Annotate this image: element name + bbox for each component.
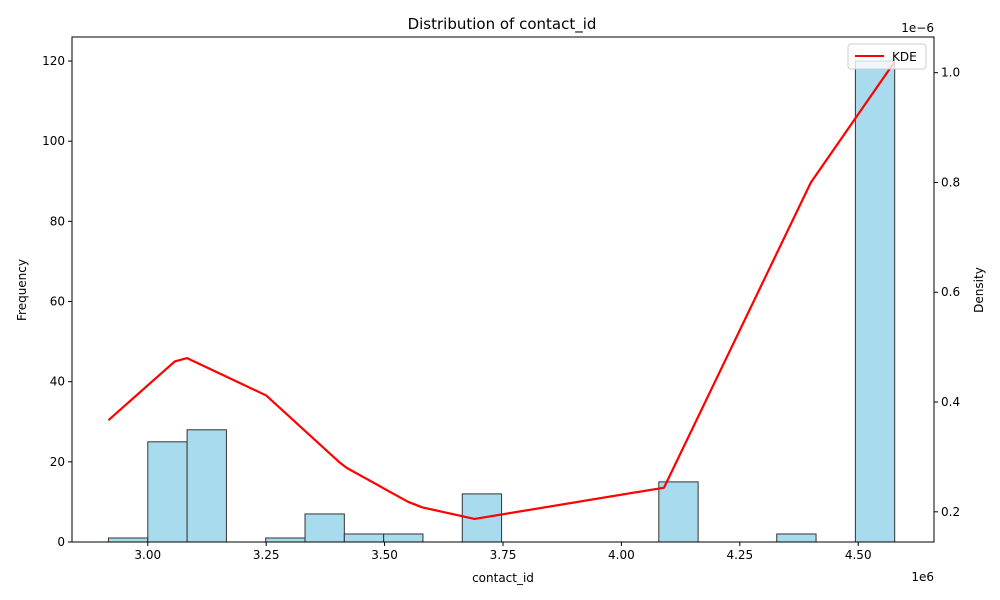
y2-tick-label: 0.6 (941, 285, 960, 299)
x-tick-label: 4.00 (608, 548, 635, 562)
histogram-bar (265, 537, 306, 543)
x-axis-label: contact_id (472, 571, 534, 585)
x-tick-label: 3.75 (490, 548, 517, 562)
y2-tick-label: 0.2 (941, 505, 960, 519)
y-tick-label: 120 (42, 54, 65, 68)
y-axis-ticks: 0 20 40 60 80 100 120 (42, 54, 72, 549)
x-tick-label: 3.50 (371, 548, 398, 562)
x-tick-label: 3.00 (134, 548, 161, 562)
y2-axis-ticks: 0.2 0.4 0.6 0.8 1.0 (934, 66, 960, 519)
y-tick-label: 80 (50, 214, 65, 228)
histogram-bar (343, 533, 385, 543)
histogram-bar (383, 533, 424, 543)
kde-line (107, 61, 896, 521)
x-axis-ticks: 3.00 3.25 3.50 3.75 4.00 4.25 4.50 (134, 542, 872, 562)
y-tick-label: 20 (50, 455, 65, 469)
histogram-bar (776, 533, 817, 543)
kde-series (107, 61, 896, 521)
y2-tick-label: 0.8 (941, 175, 960, 189)
legend-box (847, 43, 927, 70)
histogram-bar (304, 513, 345, 543)
y2-offset-label: 1e−6 (901, 21, 934, 35)
y-axis-label: Frequency (15, 259, 29, 321)
histogram-bar (186, 429, 227, 543)
histogram-bar (658, 481, 699, 543)
legend: KDE (847, 43, 927, 70)
x-tick-label: 4.25 (726, 548, 753, 562)
histogram-bar (854, 60, 896, 543)
histogram-bar (107, 537, 149, 543)
y-tick-label: 60 (50, 295, 65, 309)
chart-title: Distribution of contact_id (408, 15, 597, 34)
y2-tick-label: 1.0 (941, 66, 960, 80)
legend-kde-label: KDE (892, 50, 917, 64)
y2-tick-label: 0.4 (941, 395, 960, 409)
x-tick-label: 4.50 (845, 548, 872, 562)
y-tick-label: 100 (42, 134, 65, 148)
y2-axis-label: Density (972, 267, 986, 313)
x-offset-label: 1e6 (911, 570, 934, 584)
histogram-bars (107, 60, 896, 543)
x-tick-label: 3.25 (253, 548, 280, 562)
y-tick-label: 40 (50, 375, 65, 389)
histogram-bar (147, 441, 188, 543)
y-tick-label: 0 (57, 535, 65, 549)
